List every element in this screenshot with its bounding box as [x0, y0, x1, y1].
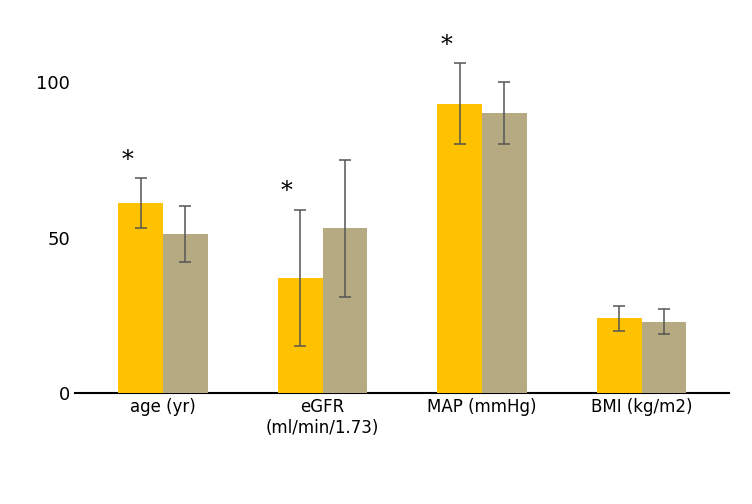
Bar: [118, 203, 163, 393]
Bar: [438, 104, 482, 393]
Bar: [277, 278, 323, 393]
Text: *: *: [280, 180, 293, 203]
Bar: [641, 322, 687, 393]
Text: *: *: [121, 149, 133, 172]
Bar: [482, 113, 527, 393]
Bar: [323, 228, 367, 393]
Bar: [597, 319, 641, 393]
Bar: [163, 234, 208, 393]
Text: *: *: [441, 34, 452, 57]
